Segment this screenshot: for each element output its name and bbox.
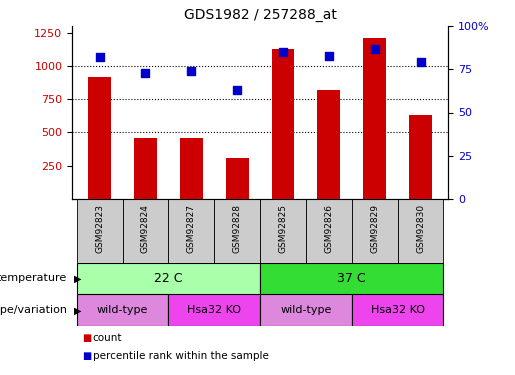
Text: ■: ■ [82,351,92,361]
Point [141,70,149,76]
Text: 37 C: 37 C [337,272,366,285]
Bar [168,199,214,262]
Text: ▶: ▶ [74,273,82,284]
Text: Hsa32 KO: Hsa32 KO [187,305,241,315]
Point [279,49,287,55]
Bar [260,199,306,262]
Bar [168,294,260,326]
Point [417,60,425,66]
Text: GSM92829: GSM92829 [370,204,379,253]
Text: Hsa32 KO: Hsa32 KO [371,305,425,315]
Bar [134,138,157,199]
Text: GSM92824: GSM92824 [141,204,150,253]
Bar [88,76,111,199]
Text: GSM92823: GSM92823 [95,204,104,253]
Text: count: count [93,333,122,342]
Bar [271,49,295,199]
Text: percentile rank within the sample: percentile rank within the sample [93,351,269,361]
Bar [123,199,168,262]
Text: temperature: temperature [0,273,67,284]
Bar [409,115,432,199]
Bar [317,90,340,199]
Bar [77,262,260,294]
Point [325,53,333,58]
Bar [77,199,123,262]
Text: genotype/variation: genotype/variation [0,305,67,315]
Bar [352,199,398,262]
Point [187,68,195,74]
Bar [306,199,352,262]
Bar [352,294,443,326]
Text: GSM92826: GSM92826 [324,204,333,253]
Point [371,46,379,52]
Point [95,54,104,60]
Text: ■: ■ [82,333,92,342]
Text: GSM92827: GSM92827 [187,204,196,253]
Text: 22 C: 22 C [154,272,183,285]
Bar [180,138,203,199]
Bar [363,38,386,199]
Text: GSM92828: GSM92828 [233,204,242,253]
Point [233,87,241,93]
Bar [260,294,352,326]
Text: GSM92830: GSM92830 [416,204,425,253]
Text: wild-type: wild-type [97,305,148,315]
Bar [214,199,260,262]
Bar [226,158,249,199]
Bar [260,262,443,294]
Text: wild-type: wild-type [280,305,332,315]
Text: GSM92825: GSM92825 [279,204,287,253]
Text: ▶: ▶ [74,305,82,315]
Title: GDS1982 / 257288_at: GDS1982 / 257288_at [184,9,336,22]
Bar [398,199,443,262]
Bar [77,294,168,326]
